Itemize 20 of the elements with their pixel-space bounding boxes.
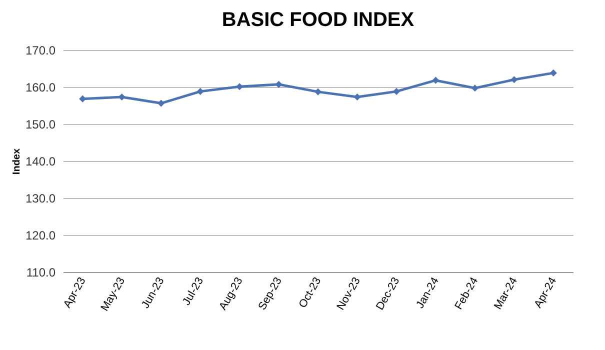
point — [550, 69, 557, 76]
point — [158, 100, 165, 107]
point — [275, 80, 282, 88]
y-tick-label: 130.0 — [25, 192, 56, 206]
point — [392, 88, 400, 95]
point — [510, 76, 518, 84]
y-tick-label: 150.0 — [25, 118, 56, 132]
y-tick-label: 140.0 — [25, 154, 56, 168]
point — [432, 76, 440, 84]
y-tick-label: 170.0 — [25, 44, 56, 58]
y-tick-label: 110.0 — [26, 266, 56, 280]
point — [471, 84, 478, 92]
point — [354, 93, 361, 101]
point — [118, 93, 126, 101]
point — [196, 88, 204, 95]
y-axis-title: Index — [11, 148, 22, 175]
chart-title: BASIC FOOD INDEX — [222, 9, 415, 31]
y-tick-label: 160.0 — [25, 80, 56, 94]
point — [314, 88, 322, 96]
y-tick-label: 120.0 — [25, 228, 56, 242]
